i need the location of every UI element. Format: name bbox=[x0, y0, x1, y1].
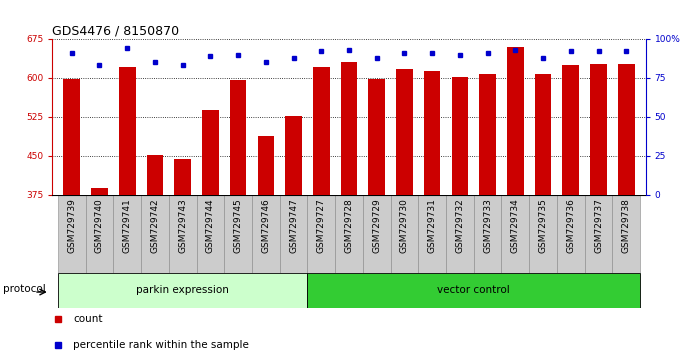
Bar bbox=[258, 136, 274, 195]
Bar bbox=[224, 195, 252, 273]
Bar bbox=[147, 155, 163, 195]
Text: GSM729735: GSM729735 bbox=[539, 199, 547, 253]
Bar bbox=[197, 195, 224, 273]
Bar bbox=[452, 77, 468, 195]
Text: GSM729736: GSM729736 bbox=[566, 199, 575, 253]
Bar bbox=[335, 195, 363, 273]
Bar bbox=[202, 110, 218, 195]
Bar bbox=[341, 62, 357, 195]
Bar bbox=[557, 195, 585, 273]
Bar bbox=[141, 195, 169, 273]
Bar bbox=[424, 70, 440, 195]
Bar bbox=[612, 195, 640, 273]
Bar bbox=[307, 195, 335, 273]
Bar bbox=[618, 64, 634, 195]
Text: GSM729733: GSM729733 bbox=[483, 199, 492, 253]
Bar bbox=[58, 195, 86, 273]
Text: protocol: protocol bbox=[3, 284, 45, 293]
Bar bbox=[363, 195, 391, 273]
Bar bbox=[563, 65, 579, 195]
Text: GSM729737: GSM729737 bbox=[594, 199, 603, 253]
Bar bbox=[585, 195, 612, 273]
Bar bbox=[91, 188, 107, 195]
Bar bbox=[535, 74, 551, 195]
Text: vector control: vector control bbox=[438, 285, 510, 295]
Text: GSM729728: GSM729728 bbox=[345, 199, 353, 253]
Text: GSM729734: GSM729734 bbox=[511, 199, 520, 253]
Bar bbox=[396, 69, 413, 195]
Text: GSM729740: GSM729740 bbox=[95, 199, 104, 253]
Bar bbox=[313, 67, 329, 195]
Text: GSM729738: GSM729738 bbox=[622, 199, 631, 253]
Bar bbox=[280, 195, 307, 273]
Text: GSM729732: GSM729732 bbox=[455, 199, 464, 253]
Bar bbox=[86, 195, 113, 273]
Text: parkin expression: parkin expression bbox=[136, 285, 229, 295]
Text: GSM729746: GSM729746 bbox=[261, 199, 270, 253]
Text: GSM729727: GSM729727 bbox=[317, 199, 326, 253]
Bar bbox=[64, 79, 80, 195]
Text: GSM729742: GSM729742 bbox=[151, 199, 159, 253]
Bar bbox=[529, 195, 557, 273]
Bar bbox=[501, 195, 529, 273]
Bar bbox=[591, 64, 607, 195]
Bar bbox=[285, 116, 302, 195]
Text: GSM729745: GSM729745 bbox=[234, 199, 243, 253]
Bar bbox=[174, 159, 191, 195]
Bar bbox=[230, 80, 246, 195]
Text: GSM729729: GSM729729 bbox=[372, 199, 381, 253]
Text: count: count bbox=[73, 314, 103, 325]
Text: GSM729730: GSM729730 bbox=[400, 199, 409, 253]
Text: GSM729741: GSM729741 bbox=[123, 199, 132, 253]
Text: GSM729743: GSM729743 bbox=[178, 199, 187, 253]
Text: GSM729731: GSM729731 bbox=[428, 199, 437, 253]
Bar bbox=[369, 79, 385, 195]
Bar bbox=[169, 195, 197, 273]
Text: GSM729747: GSM729747 bbox=[289, 199, 298, 253]
Text: percentile rank within the sample: percentile rank within the sample bbox=[73, 340, 249, 350]
Text: GSM729739: GSM729739 bbox=[67, 199, 76, 253]
Text: GSM729744: GSM729744 bbox=[206, 199, 215, 253]
Bar bbox=[507, 47, 524, 195]
Text: GDS4476 / 8150870: GDS4476 / 8150870 bbox=[52, 25, 179, 38]
Bar bbox=[418, 195, 446, 273]
Bar bbox=[474, 195, 501, 273]
Bar bbox=[480, 74, 496, 195]
Bar bbox=[119, 67, 135, 195]
Bar bbox=[58, 273, 307, 308]
Bar bbox=[307, 273, 640, 308]
Bar bbox=[446, 195, 474, 273]
Bar bbox=[113, 195, 141, 273]
Bar bbox=[252, 195, 280, 273]
Bar bbox=[391, 195, 418, 273]
